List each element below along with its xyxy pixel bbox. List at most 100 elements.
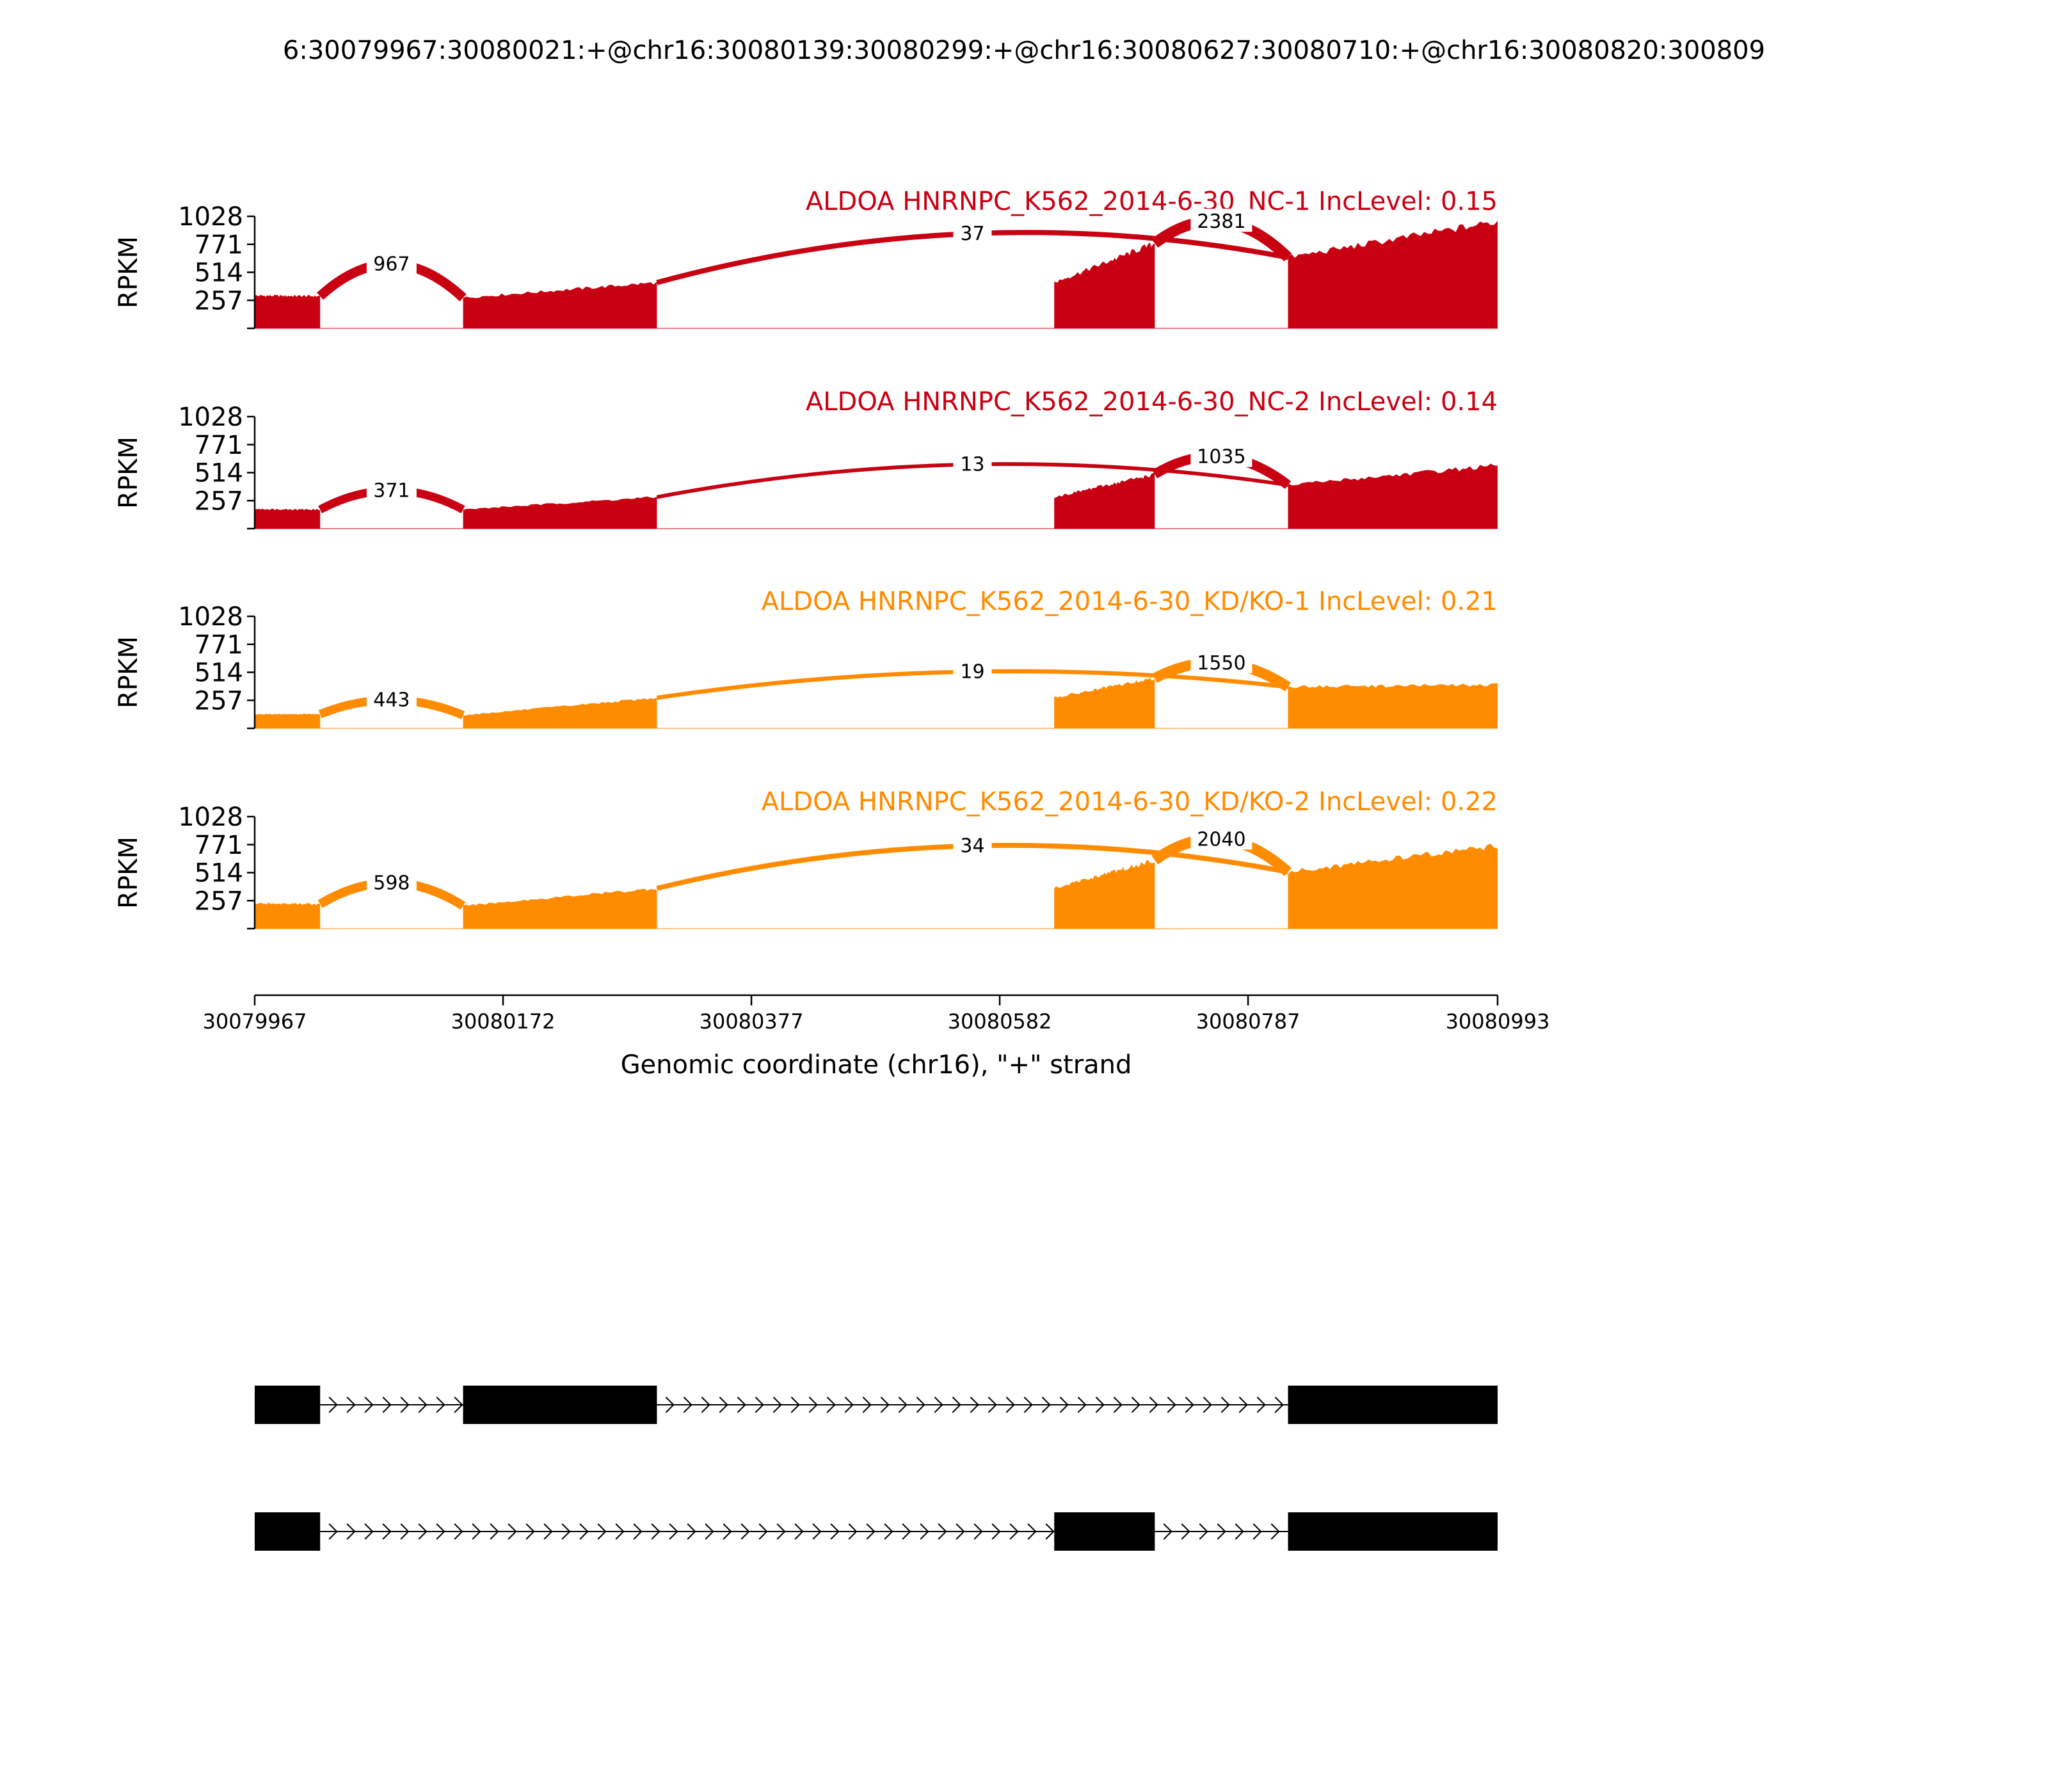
- strand-arrow: [683, 1396, 692, 1413]
- junction-read-count: 443: [373, 689, 410, 712]
- y-axis-label: RPKM: [114, 236, 143, 308]
- track-label: ALDOA HNRNPC_K562_2014-6-30_NC-1 IncLeve…: [806, 187, 1498, 216]
- junction-read-count: 2381: [1197, 211, 1245, 233]
- strand-arrow: [436, 1396, 445, 1413]
- y-tick-label: 514: [195, 259, 243, 288]
- y-tick-label: 771: [195, 831, 243, 860]
- strand-arrow: [1167, 1396, 1176, 1413]
- strand-arrow: [916, 1396, 925, 1413]
- strand-arrow: [472, 1523, 481, 1540]
- y-tick-label: 771: [195, 431, 243, 460]
- strand-arrow: [952, 1396, 961, 1413]
- junction-label-bg: [1190, 650, 1252, 673]
- junction-label-bg: [953, 220, 992, 244]
- strand-arrow: [400, 1396, 410, 1413]
- strand-arrow: [808, 1396, 818, 1413]
- strand-arrow: [508, 1523, 517, 1540]
- strand-arrow: [956, 1523, 965, 1540]
- strand-arrow: [737, 1396, 746, 1413]
- strand-arrow: [884, 1523, 893, 1540]
- junction-label-bg: [366, 251, 417, 275]
- strand-arrow: [934, 1396, 943, 1413]
- strand-arrow: [772, 1396, 782, 1413]
- strand-arrow: [328, 1396, 338, 1413]
- strand-arrow: [902, 1523, 911, 1540]
- strand-arrow: [790, 1396, 800, 1413]
- strand-arrow: [920, 1523, 929, 1540]
- strand-arrow: [328, 1523, 338, 1540]
- plot-title: 6:30079967:30080021:+@chr16:30080139:300…: [283, 36, 1765, 65]
- strand-arrow: [1163, 1523, 1172, 1540]
- strand-arrow: [1005, 1396, 1015, 1413]
- junction-read-count: 1550: [1197, 652, 1245, 675]
- strand-arrow: [701, 1396, 710, 1413]
- strand-arrow: [1181, 1523, 1190, 1540]
- junction-label-bg: [953, 451, 992, 475]
- strand-arrow: [970, 1396, 979, 1413]
- strand-arrow: [1238, 1396, 1248, 1413]
- y-tick-label: 257: [195, 886, 243, 916]
- junction-label-bg: [953, 659, 992, 682]
- strand-arrow: [1027, 1523, 1037, 1540]
- y-tick-label: 257: [195, 686, 243, 716]
- x-axis: 30079967 30080172 30080377 30080582 30080787…: [203, 994, 1550, 1080]
- y-tick-label: 257: [195, 486, 243, 516]
- strand-arrow: [848, 1523, 858, 1540]
- strand-arrow: [436, 1523, 445, 1540]
- junction-label-bg: [953, 833, 992, 856]
- strand-arrow: [1256, 1396, 1266, 1413]
- exon-block: [463, 1386, 657, 1424]
- exon-block: [255, 1386, 321, 1424]
- strand-arrow: [740, 1523, 750, 1540]
- isoform-2: [255, 1512, 1498, 1551]
- isoform-models: [255, 1386, 1498, 1551]
- strand-arrow: [651, 1523, 660, 1540]
- exon-block: [1054, 1512, 1155, 1551]
- y-tick-label: 771: [195, 230, 243, 260]
- coverage-exon-1: [255, 508, 321, 529]
- strand-arrow: [1045, 1523, 1055, 1540]
- exon-block: [1288, 1512, 1498, 1551]
- y-tick-label: 514: [195, 459, 243, 488]
- strand-arrow: [705, 1523, 714, 1540]
- strand-arrow: [1220, 1396, 1230, 1413]
- strand-arrow: [1199, 1523, 1208, 1540]
- strand-arrow: [454, 1523, 463, 1540]
- strand-arrow: [579, 1523, 589, 1540]
- strand-arrow: [898, 1396, 908, 1413]
- junction-read-count: 19: [960, 660, 984, 683]
- junction-label-bg: [366, 870, 417, 893]
- strand-arrow: [597, 1523, 607, 1540]
- strand-arrow: [346, 1396, 356, 1413]
- y-tick-label: 1028: [178, 202, 243, 232]
- strand-arrow: [991, 1523, 1001, 1540]
- strand-arrow: [669, 1523, 678, 1540]
- y-tick-label: 514: [195, 859, 243, 888]
- strand-arrow: [382, 1396, 392, 1413]
- junction-read-count: 371: [373, 479, 410, 502]
- y-tick-label: 514: [195, 659, 243, 688]
- coverage-exon-2: [463, 697, 657, 728]
- x-tick-label: 30080993: [1446, 1009, 1550, 1034]
- strand-arrow: [400, 1523, 410, 1540]
- strand-arrow: [1059, 1396, 1069, 1413]
- coverage-exon-3: [1054, 677, 1155, 728]
- strand-arrow: [1023, 1396, 1033, 1413]
- strand-arrow: [973, 1523, 983, 1540]
- y-tick-label: 1028: [178, 602, 243, 632]
- strand-arrow: [755, 1396, 764, 1413]
- coverage-exon-4: [1288, 221, 1498, 328]
- exon-block: [1288, 1386, 1498, 1424]
- junction-label-bg: [366, 477, 417, 501]
- y-axis-label: RPKM: [114, 436, 143, 509]
- junction-read-count: 2040: [1197, 828, 1245, 851]
- strand-arrow: [543, 1523, 553, 1540]
- coverage-exon-2: [463, 888, 657, 929]
- x-tick-label: 30080582: [948, 1009, 1052, 1034]
- strand-arrow: [633, 1523, 643, 1540]
- strand-arrow: [490, 1523, 499, 1540]
- strand-arrow: [1235, 1523, 1244, 1540]
